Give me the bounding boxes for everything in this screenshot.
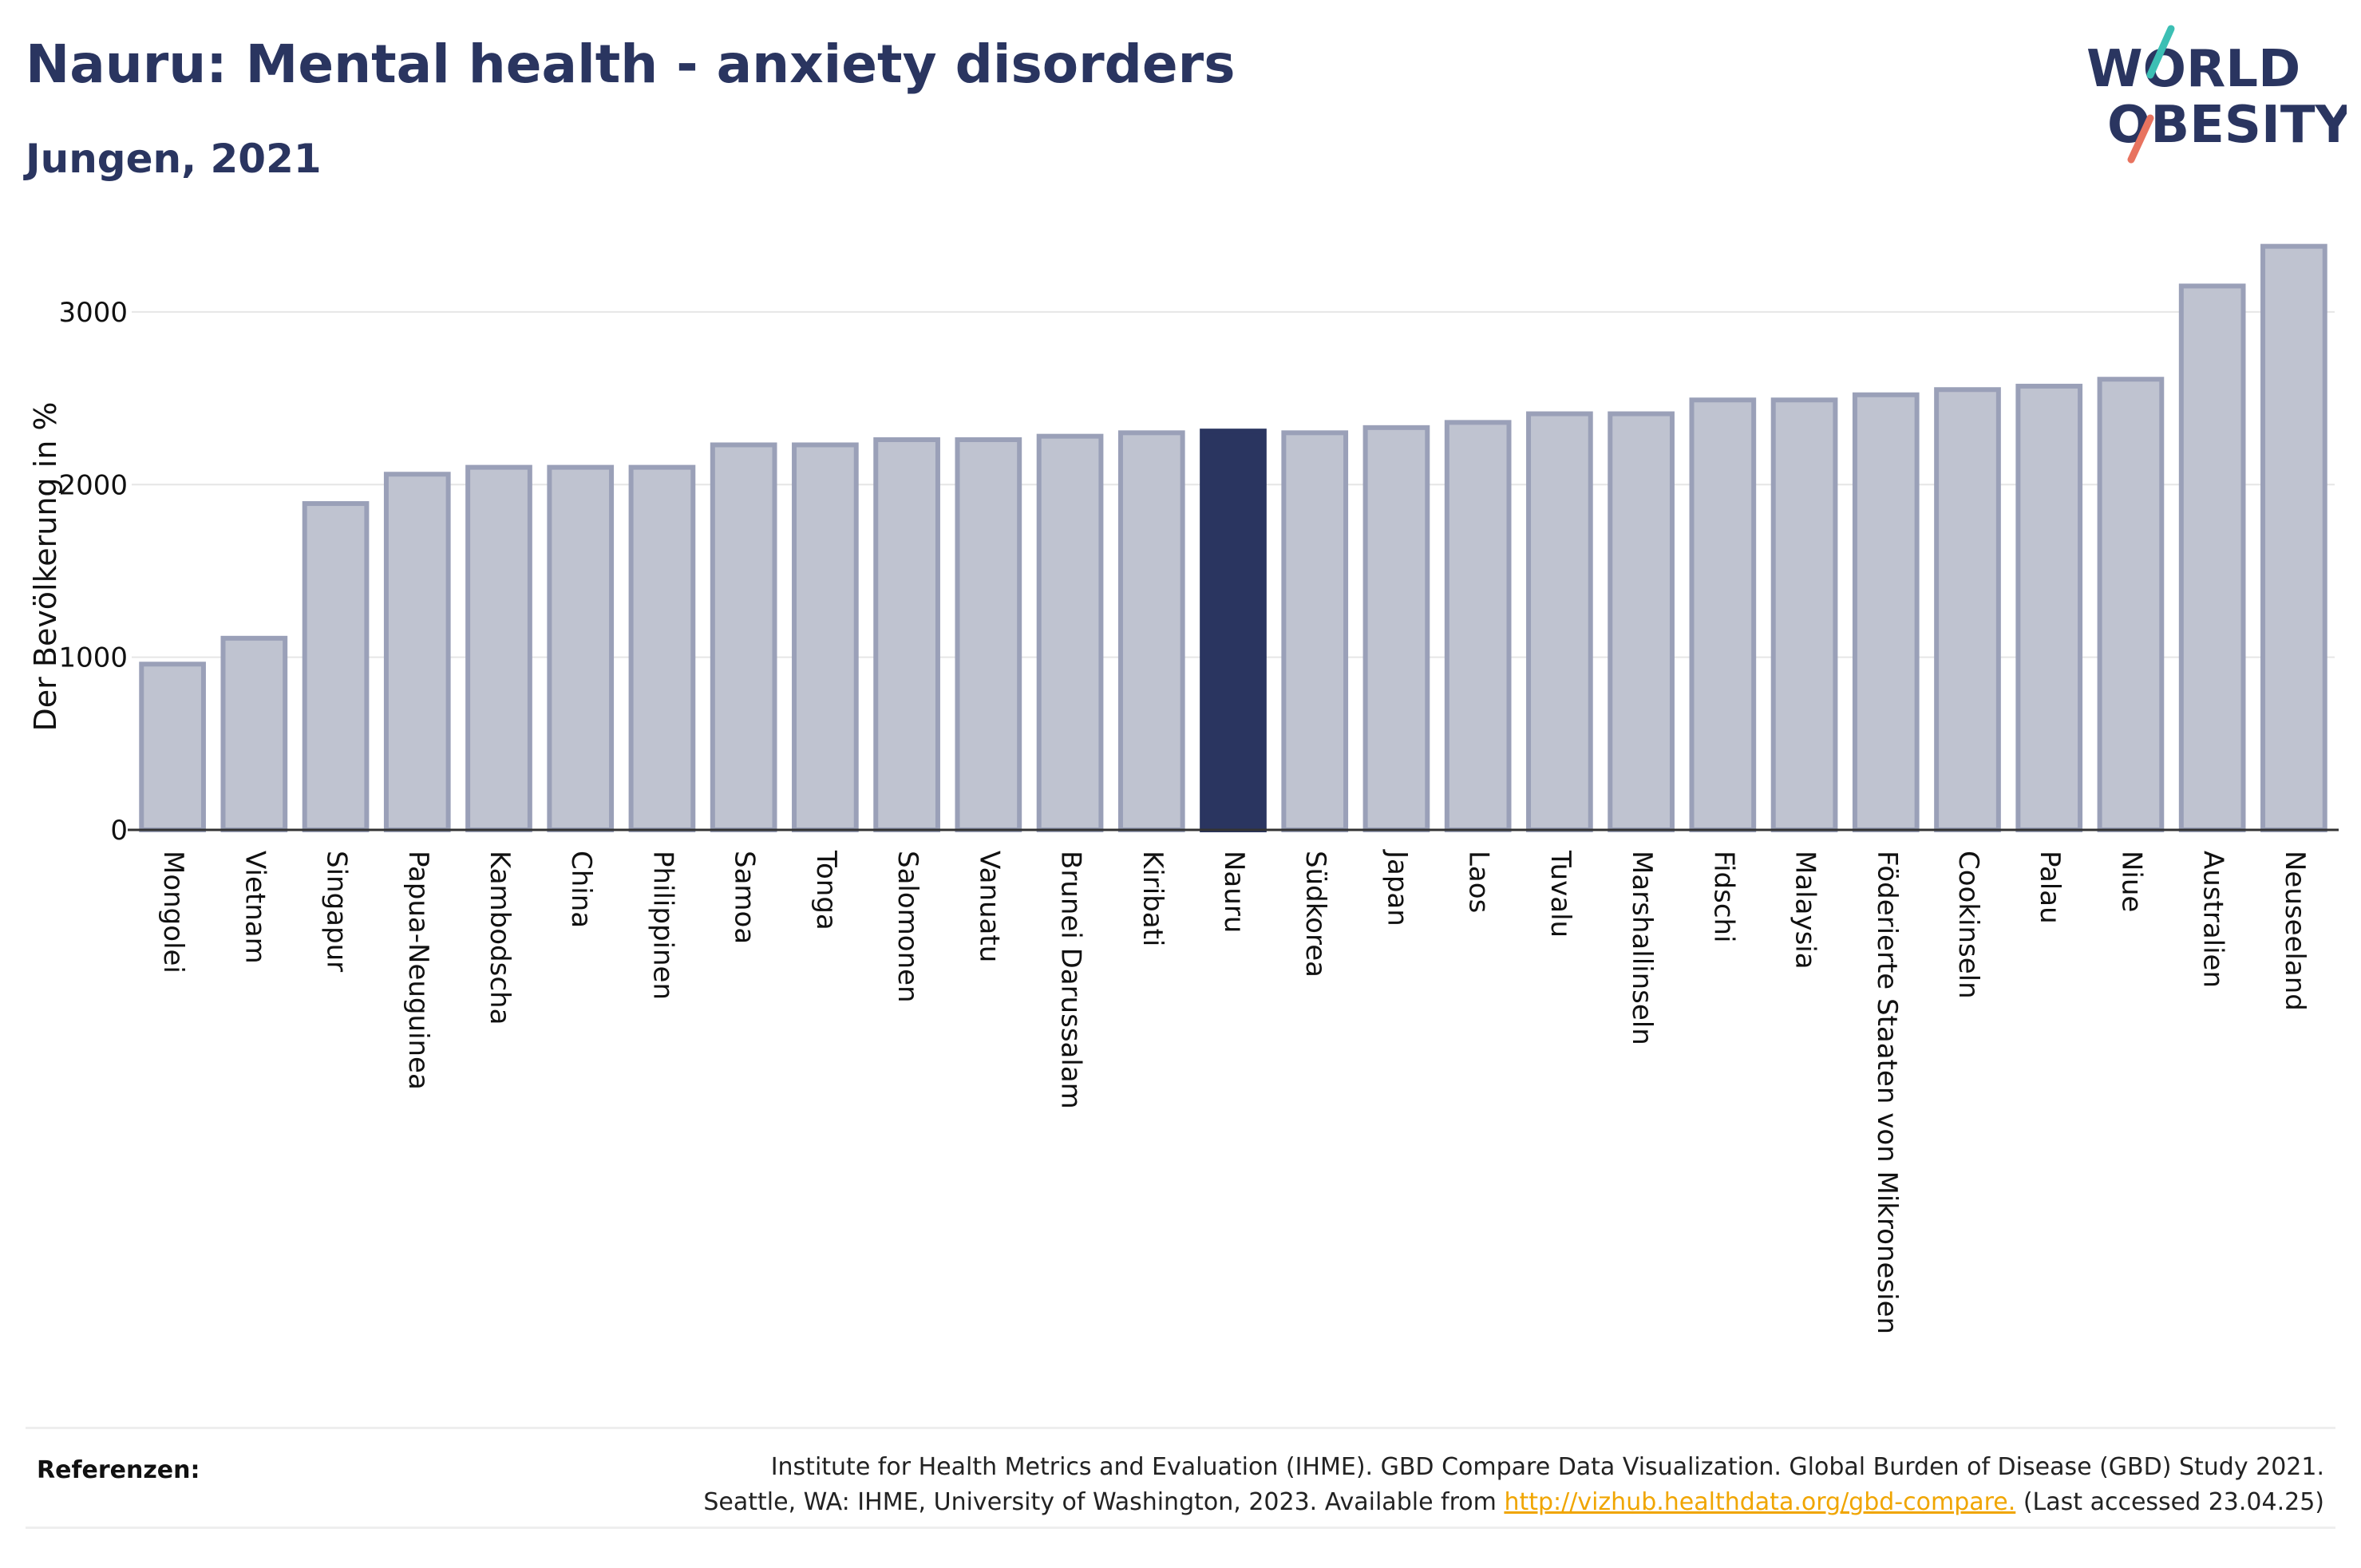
- bar: [2260, 243, 2327, 832]
- references-text: Institute for Health Metrics and Evaluat…: [703, 1450, 2324, 1520]
- x-tick-label: Nauru: [1218, 851, 1250, 933]
- x-tick-label: Japan: [1381, 849, 1413, 926]
- bar: [710, 442, 777, 832]
- bar: [1852, 392, 1920, 833]
- x-tick-label: Brunei Darussalam: [1055, 851, 1087, 1109]
- x-tick-label: Föderierte Staaten von Mikronesien: [1871, 851, 1903, 1334]
- x-tick-label: Südkorea: [1299, 851, 1331, 978]
- y-tick-label: 3000: [58, 297, 128, 329]
- bar-chart: 0 1000 2000 3000 Mongolei Vietnam Singapur Pap…: [28, 243, 2339, 1334]
- x-tick-label: Salomonen: [892, 851, 923, 1003]
- x-tick-label: Kiribati: [1137, 851, 1169, 946]
- x-tick-label: Kambodscha: [484, 851, 516, 1025]
- bar: [465, 464, 532, 832]
- bar: [1281, 430, 1349, 832]
- x-tick-label: China: [565, 851, 597, 928]
- x-tick-label: Australien: [2197, 851, 2229, 988]
- bar: [1362, 425, 1430, 832]
- x-tick-label: Fidschi: [1707, 851, 1739, 943]
- x-tick-label: Vietnam: [239, 851, 271, 964]
- bar: [1444, 420, 1512, 833]
- references-footer: Referenzen: Institute for Health Metrics…: [26, 1427, 2335, 1529]
- bar: [139, 662, 206, 832]
- x-tick-label: Cookinseln: [1952, 851, 1984, 999]
- bar: [873, 436, 940, 832]
- world-obesity-logo: WORLD OBESITY: [2086, 25, 2347, 164]
- bar: [2097, 377, 2165, 832]
- y-tick-label: 2000: [58, 469, 128, 501]
- bar: [1689, 397, 1757, 832]
- logo-slash-red: [2127, 114, 2154, 164]
- bar: [302, 501, 370, 832]
- bar-highlight: [1200, 429, 1267, 832]
- reference-line-2: Seattle, WA: IHME, University of Washing…: [703, 1485, 2324, 1520]
- reference-line-1: Institute for Health Metrics and Evaluat…: [770, 1453, 2324, 1481]
- y-tick-label: 1000: [58, 642, 128, 674]
- x-tick-label: Neuseeland: [2279, 851, 2311, 1011]
- reference-link[interactable]: http://vizhub.healthdata.org/gbd-compare…: [1504, 1488, 2016, 1516]
- bar: [628, 464, 696, 832]
- bar: [1934, 387, 2001, 832]
- bar: [955, 436, 1022, 832]
- reference-line-2-pre: Seattle, WA: IHME, University of Washing…: [703, 1488, 1497, 1516]
- x-tick-label: Malaysia: [1790, 851, 1821, 970]
- page-subtitle: Jungen, 2021: [26, 136, 322, 182]
- reference-line-2-post: (Last accessed 23.04.25): [2023, 1488, 2324, 1516]
- bar: [2015, 383, 2083, 832]
- y-tick-label: 0: [110, 815, 128, 847]
- x-tick-label: Singapur: [321, 851, 353, 972]
- bar: [383, 472, 451, 832]
- bar: [1526, 411, 1593, 832]
- logo-slash-teal: [2146, 25, 2175, 79]
- bar: [220, 635, 288, 833]
- x-tick-label: Palau: [2034, 851, 2066, 924]
- x-tick-label: Papua-Neuguinea: [402, 851, 434, 1090]
- bar: [1117, 430, 1185, 832]
- x-axis-ticks: Mongolei Vietnam Singapur Papua-Neuguinea Ka…: [157, 849, 2311, 1334]
- logo-line1: WORLD: [2086, 40, 2300, 99]
- page-title: Nauru: Mental health - anxiety disorders: [26, 34, 1236, 95]
- bar: [547, 464, 615, 832]
- bar: [1036, 433, 1104, 833]
- x-tick-label: Niue: [2115, 851, 2147, 912]
- x-tick-label: Vanuatu: [973, 851, 1005, 962]
- x-tick-label: Samoa: [729, 851, 761, 944]
- bar: [792, 442, 859, 832]
- bars: [139, 243, 2327, 833]
- y-axis-label: Der Bevölkerung in %: [28, 402, 63, 732]
- x-tick-label: Philippinen: [647, 851, 678, 1000]
- y-axis-ticks: 0 1000 2000 3000: [58, 297, 128, 847]
- bar: [1770, 397, 1838, 832]
- x-tick-label: Mongolei: [157, 851, 189, 974]
- x-tick-label: Marshallinseln: [1626, 851, 1658, 1045]
- x-tick-label: Laos: [1463, 851, 1495, 913]
- bar: [2178, 283, 2246, 832]
- references-label: Referenzen:: [37, 1456, 200, 1484]
- x-tick-label: Tonga: [810, 850, 842, 930]
- x-tick-label: Tuvalu: [1544, 850, 1576, 938]
- bar: [1608, 411, 1675, 832]
